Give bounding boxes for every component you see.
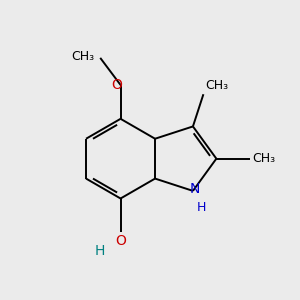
Text: H: H — [196, 201, 206, 214]
Text: N: N — [190, 182, 200, 196]
Text: H: H — [94, 244, 105, 258]
Text: CH₃: CH₃ — [71, 50, 94, 63]
Text: CH₃: CH₃ — [252, 152, 275, 165]
Text: O: O — [111, 78, 122, 92]
Text: CH₃: CH₃ — [205, 80, 228, 92]
Text: O: O — [115, 234, 126, 248]
